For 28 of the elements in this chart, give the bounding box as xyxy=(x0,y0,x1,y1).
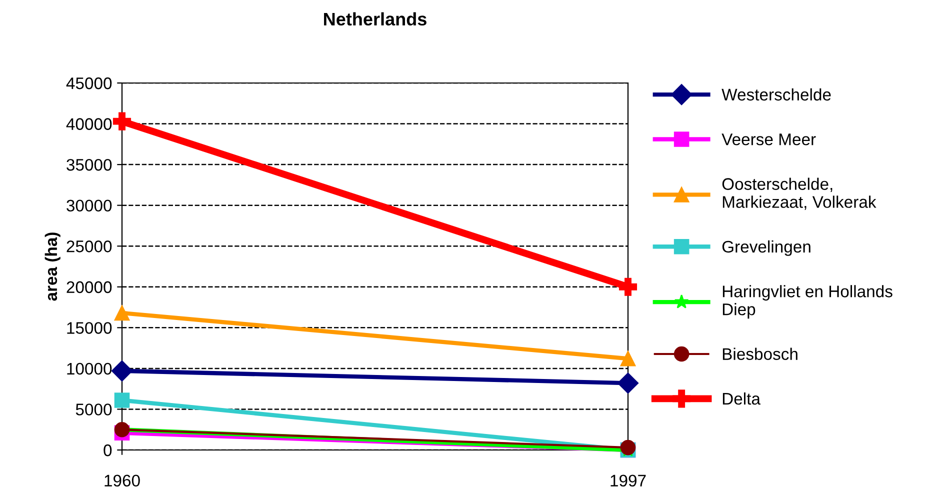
y-tick-label: 30000 xyxy=(66,200,112,212)
y-tick-label: 0 xyxy=(104,444,112,456)
point xyxy=(114,392,130,408)
point xyxy=(114,305,130,321)
legend-label: Delta xyxy=(722,392,760,405)
x-tick-label: 1997 xyxy=(610,474,646,487)
y-tick-label: 25000 xyxy=(66,240,112,252)
y-axis-title: area (ha) xyxy=(44,232,60,301)
legend-label: Haringvliet en Hollands Diep xyxy=(722,285,892,319)
y-tick-label: 15000 xyxy=(67,322,112,334)
x-tick-label: 1960 xyxy=(104,474,140,487)
point xyxy=(111,360,133,382)
y-tick-label: 5000 xyxy=(76,404,112,416)
y-tick-label: 35000 xyxy=(66,158,112,171)
y-tick-label: 45000 xyxy=(66,77,112,90)
legend-label: Grevelingen xyxy=(722,240,810,256)
chart-title: Netherlands xyxy=(324,12,426,26)
y-tick-label: 40000 xyxy=(66,118,112,130)
legend-label: Oosterschelde, Markiezaat, Volkerak xyxy=(722,178,876,210)
point xyxy=(620,351,636,366)
y-tick-label: 10000 xyxy=(67,362,112,375)
legend-label: Westerschelde xyxy=(722,88,831,101)
point xyxy=(618,278,638,296)
y-tick-label: 20000 xyxy=(66,281,112,294)
legend-label: Veerse Meer xyxy=(722,134,816,146)
point xyxy=(617,372,639,394)
point xyxy=(112,112,132,130)
legend-label: Biesbosch xyxy=(722,348,798,360)
